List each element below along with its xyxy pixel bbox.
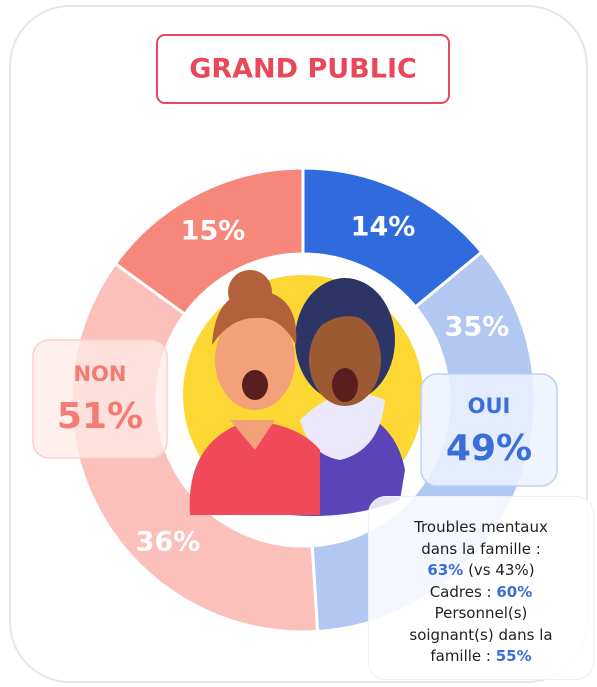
note-text: (vs 43%) <box>463 561 534 579</box>
group-value: 49% <box>446 428 532 469</box>
value-label: 36% <box>136 527 201 558</box>
note-text: dans la famille : <box>421 540 541 558</box>
note-line: Personnel(s) <box>369 603 593 625</box>
note-highlight: 60% <box>496 583 532 601</box>
note: Troubles mentaux dans la famille : 63% (… <box>368 496 594 680</box>
note-line: Cadres : 60% <box>369 582 593 604</box>
note-line: Troubles mentaux <box>369 517 593 539</box>
note-highlight: 55% <box>496 647 532 665</box>
group-name: NON <box>73 362 126 386</box>
note-line: famille : 55% <box>369 646 593 668</box>
value-label: 14% <box>351 212 416 243</box>
page: {"chart_data": {"type": "donut", "title"… <box>0 0 597 687</box>
value-label: 35% <box>445 312 510 343</box>
note-text: famille : <box>430 647 495 665</box>
note-line: 63% (vs 43%) <box>369 560 593 582</box>
value-label: 15% <box>181 216 246 247</box>
note-line: soignant(s) dans la <box>369 625 593 647</box>
note-text: soignant(s) dans la <box>409 626 552 644</box>
note-text: Troubles mentaux <box>414 518 548 536</box>
group-value: 51% <box>57 396 143 437</box>
chart-title: GRAND PUBLIC <box>189 54 417 85</box>
note-line: dans la famille : <box>369 539 593 561</box>
note-text: Cadres : <box>430 583 497 601</box>
group-name: OUI <box>468 394 511 418</box>
note-highlight: 63% <box>427 561 463 579</box>
note-text: Personnel(s) <box>435 604 528 622</box>
